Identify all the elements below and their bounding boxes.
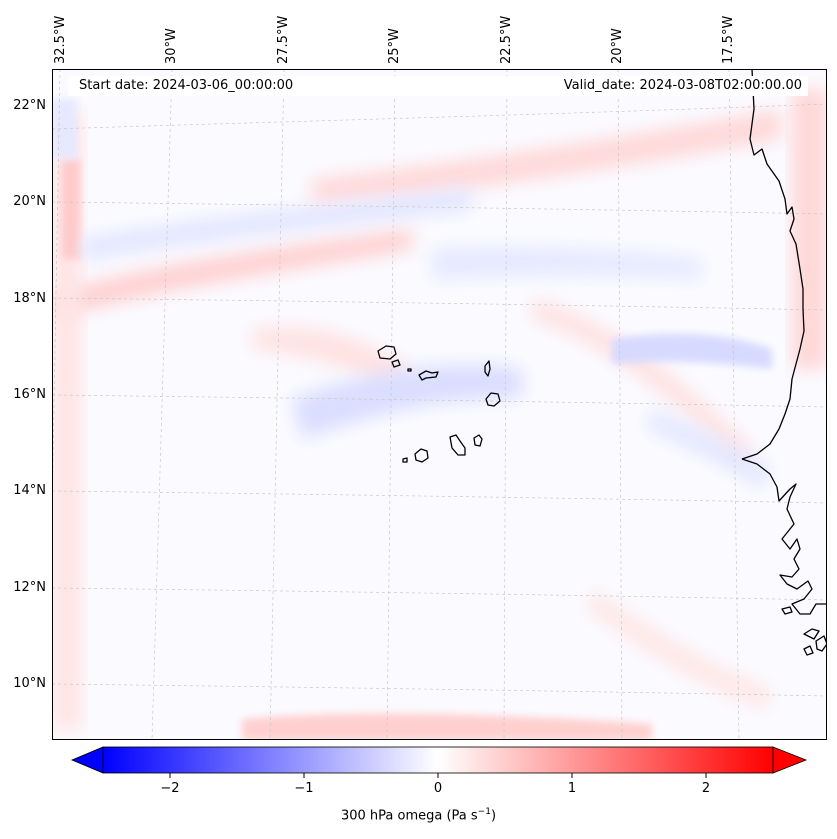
island-brava — [402, 457, 408, 463]
coastline-island-bissagos — [803, 645, 814, 656]
island-sal — [484, 360, 491, 377]
omega-positive-band — [312, 109, 782, 204]
gridline-lon-17-5w — [728, 68, 740, 741]
island-maio — [473, 434, 483, 447]
gridline-lon-20w — [617, 68, 623, 741]
coastline-island-bissagos — [815, 635, 828, 652]
omega-negative-band — [612, 333, 772, 369]
lon-label-27-5w: 27.5°W — [276, 15, 291, 64]
gridline-lon-25w — [386, 68, 396, 741]
omega-positive-edge — [792, 89, 827, 369]
map-border — [52, 69, 827, 740]
lon-label-20w: 20°W — [610, 28, 625, 64]
colorbar-title-main: 300 hPa omega (Pa s — [340, 808, 478, 824]
coastline-africa-north — [741, 68, 805, 460]
omega-positive-band — [532, 299, 752, 464]
gridline-lat-10n — [51, 683, 828, 697]
omega-negative-band — [292, 365, 522, 439]
omega-positive-band — [587, 589, 772, 709]
island-santo-antao — [377, 345, 397, 360]
colorbar-title: 300 hPa omega (Pa s−1) — [0, 807, 837, 823]
island-fogo — [414, 448, 429, 463]
lat-label-18n: 18°N — [13, 291, 46, 306]
gridline-lat-16n — [51, 394, 828, 408]
colorbar — [70, 746, 808, 778]
island-santa-luzia — [407, 368, 412, 372]
colorbar-title-superscript: −1 — [477, 807, 491, 817]
omega-field — [52, 89, 827, 740]
header-background — [68, 76, 808, 96]
omega-negative-band — [647, 409, 772, 489]
colorbar-tick-label: 0 — [433, 781, 443, 796]
colorbar-ticks — [169, 773, 707, 778]
gridline-lat-12n — [51, 587, 828, 601]
lon-label-25w: 25°W — [387, 28, 402, 64]
omega-positive-band — [52, 229, 412, 319]
colorbar-title-end: ) — [490, 808, 497, 824]
gridline-lat-14n — [51, 490, 828, 504]
coastline-island-bissagos — [781, 606, 793, 615]
island-santiago — [449, 434, 466, 456]
lat-label-22n: 22°N — [13, 98, 46, 113]
omega-positive-edge — [52, 109, 82, 729]
gridline-lat-20n — [51, 201, 828, 215]
lon-label-22-5w: 22.5°W — [499, 15, 514, 64]
omega-negative-band — [82, 189, 472, 259]
colorbar-extend-max — [772, 746, 808, 774]
lon-label-32-5w: 32.5°W — [53, 15, 68, 64]
start-date-label: Start date: 2024-03-06_00:00:00 — [79, 78, 294, 93]
lat-label-16n: 16°N — [13, 387, 46, 402]
colorbar-tick-label: −1 — [294, 781, 314, 796]
coastline-africa-south — [741, 458, 827, 615]
lat-label-14n: 14°N — [13, 483, 46, 498]
gridline-lon-30w — [151, 68, 173, 741]
omega-negative-band — [432, 247, 702, 279]
colorbar-gradient — [102, 746, 774, 774]
lon-label-30w: 30°W — [164, 28, 179, 64]
lon-label-17-5w: 17.5°W — [721, 15, 736, 64]
lat-label-12n: 12°N — [13, 580, 46, 595]
omega-positive-band — [242, 713, 652, 740]
colorbar-tick-label: −2 — [160, 781, 180, 796]
omega-map: Start date: 2024-03-06_00:00:00 Valid_da… — [47, 68, 828, 741]
gridline-lat-22n — [51, 103, 828, 130]
cape-verde-islands — [377, 345, 501, 463]
island-sao-nicolau — [418, 370, 439, 381]
lat-label-10n: 10°N — [13, 676, 46, 691]
coastline — [741, 68, 828, 656]
colorbar-tick-label: 1 — [567, 781, 577, 796]
omega-negative-edge — [52, 99, 77, 159]
gridline-lon-27-5w — [269, 68, 285, 741]
omega-positive-edge — [62, 159, 80, 259]
omega-positive-band — [252, 327, 412, 389]
valid-date-label: Valid_date: 2024-03-08T02:00:00.00 — [563, 78, 802, 93]
coastline-island-bissagos — [803, 628, 820, 640]
lat-label-20n: 20°N — [13, 194, 46, 209]
island-boa-vista — [485, 392, 501, 407]
gridline-lon-22-5w — [503, 68, 508, 741]
gridline-lat-18n — [51, 297, 828, 311]
island-sao-vicente — [391, 359, 401, 368]
colorbar-extend-min — [70, 746, 104, 774]
omega-field-svg — [47, 68, 828, 741]
colorbar-tick-label: 2 — [701, 781, 711, 796]
